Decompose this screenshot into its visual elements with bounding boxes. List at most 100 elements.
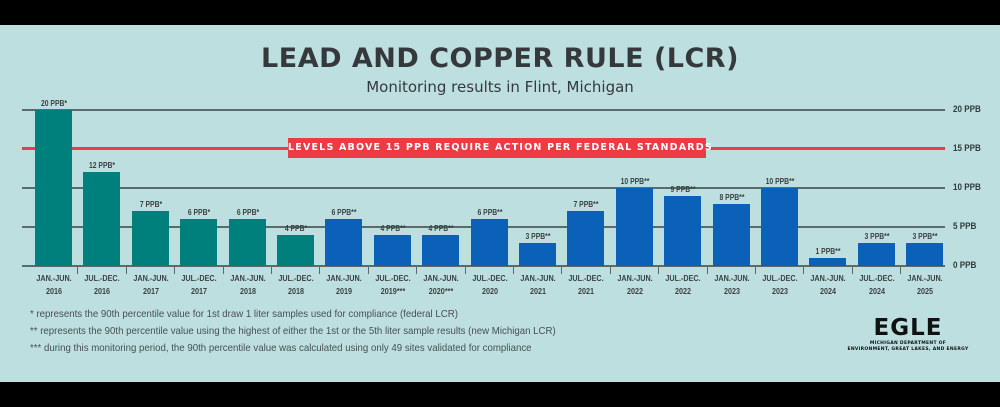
- y-tick-5: 5 PPB: [953, 221, 977, 232]
- x-axis-tick: [561, 267, 562, 274]
- bar-michigan: [713, 204, 750, 266]
- bar-michigan: [809, 258, 846, 266]
- bar-value-label: 3 PPB**: [525, 232, 550, 241]
- x-axis-label: JAN.-JUN. 2024: [802, 272, 853, 298]
- x-label-year: 2025: [916, 286, 933, 296]
- x-axis-label: JAN.-JUN. 2016: [28, 272, 79, 298]
- bar-value-label: 7 PPB**: [573, 200, 598, 209]
- x-label-year: 2017: [190, 286, 207, 296]
- x-axis-tick: [610, 267, 611, 274]
- x-label-period: JUL.-DEC.: [180, 273, 217, 283]
- x-label-year: 2021: [529, 286, 546, 296]
- gridline-10: [22, 187, 945, 189]
- x-label-period: JUL.-DEC.: [664, 273, 701, 283]
- bar-federal: [83, 172, 120, 266]
- x-axis-tick: [319, 267, 320, 274]
- x-label-period: JAN.-JUN.: [422, 273, 459, 283]
- footnote-triple-asterisk: *** during this monitoring period, the 9…: [30, 342, 532, 354]
- bar-federal: [277, 235, 314, 266]
- x-label-year: 2022: [626, 286, 643, 296]
- action-level-banner: LEVELS ABOVE 15 PPB REQUIRE ACTION PER F…: [288, 138, 712, 158]
- egle-logo: EGLE MICHIGAN DEPARTMENT OF ENVIRONMENT,…: [838, 315, 978, 353]
- x-label-year: 2018: [239, 286, 256, 296]
- x-axis-tick: [126, 267, 127, 274]
- x-label-year: 2024: [868, 286, 885, 296]
- x-axis-tick: [465, 267, 466, 274]
- x-axis-label: JAN.-JUN. 2022: [609, 272, 660, 298]
- x-axis-label: JUL.-DEC. 2021: [560, 272, 611, 298]
- y-tick-15: 15 PPB: [953, 143, 981, 154]
- bar-value-label: 6 PPB**: [331, 208, 356, 217]
- gridline-20: [22, 109, 945, 111]
- x-label-year: 2021: [577, 286, 594, 296]
- x-axis-tick: [900, 267, 901, 274]
- bar-michigan: [567, 211, 604, 266]
- x-axis-tick: [271, 267, 272, 274]
- bar-value-label: 4 PPB**: [380, 224, 405, 233]
- bar-michigan: [616, 188, 653, 266]
- x-axis-label: JUL.-DEC. 2020: [464, 272, 515, 298]
- bar-michigan: [519, 243, 556, 266]
- x-label-period: JUL.-DEC.: [761, 273, 798, 283]
- x-label-period: JAN.-JUN.: [229, 273, 266, 283]
- x-label-period: JAN.-JUN.: [809, 273, 846, 283]
- bar-value-label: 4 PPB*: [284, 224, 307, 233]
- x-axis-label: JUL.-DEC. 2023: [754, 272, 805, 298]
- x-label-period: JAN.-JUN.: [616, 273, 653, 283]
- logo-line-2: ENVIRONMENT, GREAT LAKES, AND ENERGY: [847, 347, 969, 352]
- bar-chart: 20 PPB 15 PPB 10 PPB 5 PPB 0 PPB LEVELS …: [0, 25, 1000, 382]
- bar-value-label: 6 PPB*: [236, 208, 259, 217]
- x-axis-label: JAN.-JUN. 2025: [899, 272, 950, 298]
- x-label-period: JAN.-JUN.: [906, 273, 943, 283]
- gridline-0: [22, 265, 945, 267]
- x-label-period: JUL.-DEC.: [374, 273, 411, 283]
- x-axis-tick: [368, 267, 369, 274]
- x-axis-label: JAN.-JUN. 2023: [706, 272, 757, 298]
- x-axis-tick: [658, 267, 659, 274]
- x-label-year: 2018: [287, 286, 304, 296]
- x-axis-tick: [513, 267, 514, 274]
- bar-value-label: 12 PPB*: [88, 161, 115, 170]
- bar-value-label: 1 PPB**: [815, 247, 840, 256]
- x-label-year: 2020***: [428, 286, 453, 296]
- footnote-double-asterisk: ** represents the 90th percentile value …: [30, 325, 556, 337]
- footnote-single-asterisk: * represents the 90th percentile value f…: [30, 308, 458, 320]
- bar-federal: [180, 219, 217, 266]
- x-label-period: JUL.-DEC.: [858, 273, 895, 283]
- bar-federal: [35, 110, 72, 266]
- bar-value-label: 20 PPB*: [40, 99, 67, 108]
- bar-michigan: [422, 235, 459, 266]
- bar-federal: [132, 211, 169, 266]
- x-axis-label: JUL.-DEC. 2016: [76, 272, 127, 298]
- bar-federal: [229, 219, 266, 266]
- x-label-period: JAN.-JUN.: [519, 273, 556, 283]
- x-label-period: JUL.-DEC.: [83, 273, 120, 283]
- x-axis-label: JUL.-DEC. 2024: [851, 272, 902, 298]
- x-axis-label: JUL.-DEC. 2018: [270, 272, 321, 298]
- x-label-year: 2024: [819, 286, 836, 296]
- x-axis-tick: [416, 267, 417, 274]
- x-axis-tick: [755, 267, 756, 274]
- x-label-year: 2016: [93, 286, 110, 296]
- bar-value-label: 6 PPB**: [477, 208, 502, 217]
- bar-value-label: 7 PPB*: [139, 200, 162, 209]
- y-tick-10: 10 PPB: [953, 182, 981, 193]
- x-label-year: 2019: [335, 286, 352, 296]
- bar-michigan: [471, 219, 508, 266]
- footnotes: * represents the 90th percentile value f…: [30, 306, 601, 357]
- y-tick-20: 20 PPB: [953, 104, 981, 115]
- x-label-period: JAN.-JUN.: [35, 273, 72, 283]
- bar-michigan: [664, 196, 701, 266]
- infographic-panel: LEAD AND COPPER RULE (LCR) Monitoring re…: [0, 25, 1000, 382]
- bar-value-label: 10 PPB**: [765, 177, 794, 186]
- x-label-period: JUL.-DEC.: [277, 273, 314, 283]
- x-axis-tick: [803, 267, 804, 274]
- x-axis-label: JUL.-DEC. 2017: [173, 272, 224, 298]
- x-label-period: JAN.-JUN.: [325, 273, 362, 283]
- x-axis-tick: [707, 267, 708, 274]
- x-axis-tick: [223, 267, 224, 274]
- x-axis-label: JAN.-JUN. 2017: [125, 272, 176, 298]
- bar-value-label: 10 PPB**: [620, 177, 649, 186]
- x-label-year: 2017: [142, 286, 159, 296]
- y-tick-0: 0 PPB: [953, 260, 977, 271]
